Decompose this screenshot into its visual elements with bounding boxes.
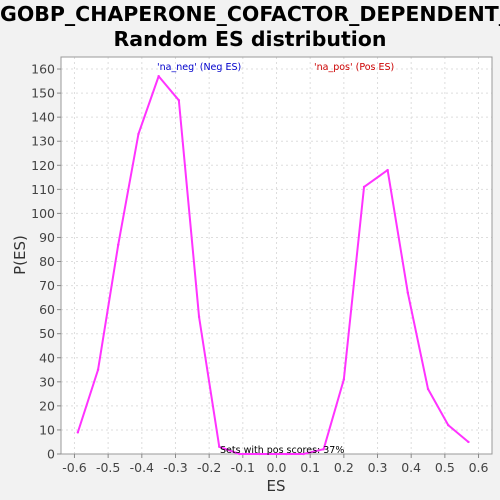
- y-tick-label: 90: [39, 230, 55, 245]
- x-tick-label: 0.0: [267, 460, 287, 475]
- plot-area: [61, 57, 492, 454]
- x-tick-label: 0.3: [368, 460, 388, 475]
- x-tick-label: -0.3: [163, 460, 187, 475]
- es-distribution-point: [275, 452, 278, 456]
- x-tick-label: 0.6: [469, 460, 489, 475]
- es-distribution-point: [117, 243, 120, 246]
- y-tick-label: 110: [31, 182, 55, 197]
- es-distribution-segment: [363, 169, 389, 188]
- es-distribution-point: [386, 168, 389, 172]
- x-tick-label: -0.1: [231, 460, 255, 475]
- x-tick-label: -0.2: [197, 460, 221, 475]
- es-distribution-point: [342, 378, 346, 381]
- es-distribution-segment: [447, 424, 470, 443]
- es-distribution-point: [258, 452, 261, 456]
- y-tick-label: 20: [39, 398, 55, 413]
- y-tick-label: 50: [39, 326, 55, 341]
- es-distribution-segment: [427, 388, 450, 427]
- y-tick-label: 120: [31, 158, 55, 173]
- pos-scores-annotation: Sets with pos scores: 37%: [220, 445, 344, 456]
- legend-pos-label: 'na_pos' (Pos ES): [314, 62, 394, 73]
- es-distribution-point: [426, 387, 430, 391]
- y-tick-label: 140: [31, 110, 55, 125]
- chart-title: GOBP_CHAPERONE_COFACTOR_DEPENDENT_PROTEI…: [0, 2, 500, 51]
- es-distribution-point: [406, 291, 410, 294]
- es-distribution-point: [447, 423, 450, 427]
- es-distribution-point: [177, 99, 181, 102]
- es-distribution-segment: [322, 378, 345, 451]
- es-distribution-segment: [117, 132, 140, 246]
- y-tick-label: 80: [39, 254, 55, 269]
- y-tick-label: 10: [39, 422, 55, 437]
- y-tick-label: 60: [39, 302, 55, 317]
- es-distribution-segment: [198, 315, 221, 448]
- es-distribution-point: [302, 452, 305, 456]
- y-tick-label: 150: [31, 86, 55, 101]
- x-tick-label: 0.5: [435, 460, 455, 475]
- x-axis-title: ES: [267, 477, 286, 495]
- es-distribution-segment: [76, 368, 100, 434]
- y-tick-label: 70: [39, 278, 55, 293]
- es-distribution-segment: [157, 75, 180, 102]
- y-tick-label: 130: [31, 134, 55, 149]
- es-distribution-segment: [97, 243, 120, 371]
- es-distribution-point: [285, 452, 288, 456]
- es-distribution-segment: [177, 99, 201, 318]
- es-distribution-point: [238, 452, 241, 456]
- es-distribution-segment: [386, 169, 409, 294]
- x-tick-label: -0.6: [62, 460, 86, 475]
- es-distribution-point: [76, 431, 80, 434]
- es-distribution-segment: [218, 445, 241, 455]
- axis-ticks: -0.6 -0.5 -0.4 -0.3 -0.2 -0.1 0.0 0.1 0.2 0.3 0.4 0…: [31, 62, 488, 475]
- es-distribution-point: [467, 440, 470, 444]
- y-tick-label: 160: [31, 62, 55, 77]
- y-tick-label: 30: [39, 374, 55, 389]
- es-distribution-point: [96, 368, 100, 371]
- x-tick-label: 0.1: [300, 460, 320, 475]
- es-distribution-point: [362, 185, 366, 189]
- y-tick-label: 100: [31, 206, 55, 221]
- x-tick-label: 0.2: [334, 460, 354, 475]
- legend-neg-label: 'na_neg' (Neg ES): [157, 62, 241, 73]
- es-distribution-segment: [137, 75, 160, 135]
- y-tick-label: 0: [47, 447, 55, 462]
- series-layer: [76, 75, 470, 456]
- es-distribution-segment: [406, 291, 430, 391]
- x-tick-label: -0.4: [130, 460, 154, 475]
- es-distribution-point: [197, 315, 201, 319]
- es-distribution-point: [322, 447, 325, 451]
- es-distribution-segment: [302, 448, 325, 455]
- es-distribution-point: [137, 132, 140, 136]
- es-distribution-point: [157, 75, 160, 78]
- x-tick-label: -0.5: [96, 460, 120, 475]
- y-axis-title: P(ES): [11, 235, 29, 275]
- x-tick-label: 0.4: [401, 460, 421, 475]
- es-distribution-point: [218, 445, 221, 448]
- y-tick-label: 40: [39, 350, 55, 365]
- es-distribution-segment: [342, 185, 366, 381]
